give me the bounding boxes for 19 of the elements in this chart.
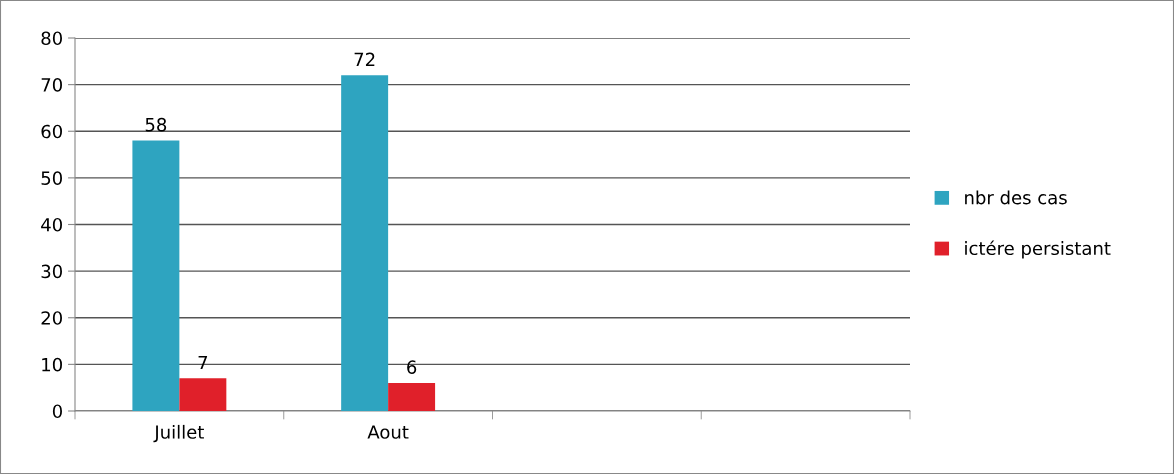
y-tick-label: 50 — [41, 171, 62, 185]
legend-label: ictére persistant — [965, 240, 1111, 259]
bar — [132, 140, 180, 411]
y-tick-label: 80 — [41, 31, 62, 46]
y-tick-label: 60 — [41, 124, 62, 139]
bar — [341, 75, 389, 411]
x-tick-label: Juillet — [153, 424, 204, 443]
y-tick-label: 20 — [41, 311, 62, 325]
y-tick-label: 40 — [41, 217, 62, 232]
bar — [388, 383, 436, 411]
x-tick-label: Aout — [367, 425, 409, 439]
y-tick-label: 0 — [52, 404, 62, 419]
data-label: 72 — [354, 52, 375, 66]
bar — [179, 378, 227, 411]
data-label: 58 — [145, 117, 167, 132]
legend-label: nbr des cas — [965, 190, 1067, 205]
y-tick-label: 70 — [41, 78, 62, 92]
y-tick-label: 10 — [42, 357, 62, 372]
y-tick-label: 30 — [41, 264, 62, 279]
